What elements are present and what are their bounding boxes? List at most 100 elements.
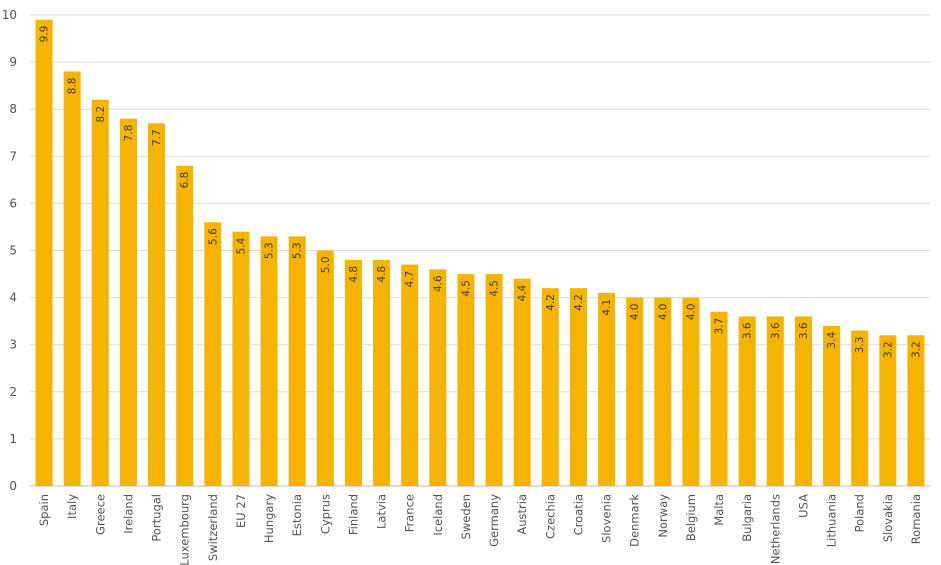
bar-value-label: 4.8: [348, 266, 360, 283]
bar-value-label: 4.8: [376, 266, 388, 283]
x-tick-label: Cyprus: [318, 494, 332, 534]
x-tick-label: Slovenia: [600, 494, 614, 543]
bar-poland: [851, 330, 869, 486]
x-tick-label: Poland: [853, 494, 867, 532]
bar-value-label: 4.2: [573, 294, 585, 311]
y-tick-label: 7: [9, 149, 17, 163]
x-tick-label: Iceland: [431, 494, 445, 536]
x-tick-label: Romania: [909, 494, 923, 544]
bar-value-label: 3.4: [826, 332, 838, 349]
bar-value-label: 4.4: [517, 284, 529, 301]
bar-value-label: 4.5: [460, 280, 472, 297]
bar-iceland: [429, 269, 447, 486]
x-tick-label: Croatia: [571, 494, 585, 535]
x-tick-label: Spain: [37, 494, 51, 526]
bar-romania: [907, 335, 925, 486]
x-tick-label: Italy: [65, 494, 79, 519]
x-tick-label: Denmark: [628, 494, 642, 547]
bar-malta: [710, 311, 728, 486]
x-tick-label: Austria: [515, 494, 529, 535]
y-tick-label: 9: [9, 55, 17, 69]
x-tick-label: Sweden: [459, 494, 473, 539]
bar-value-label: 4.5: [489, 280, 501, 297]
bar-cyprus: [316, 250, 334, 486]
x-axis-ticks: Spain Italy Greece Ireland Portugal Luxembour…: [37, 494, 923, 565]
bar-value-label: 3.6: [798, 322, 810, 339]
bar-value-label: 3.2: [910, 341, 922, 358]
y-tick-label: 0: [9, 479, 17, 493]
bar-value-label: 8.8: [67, 78, 79, 95]
x-tick-label: Lithuania: [825, 494, 839, 547]
y-tick-label: 4: [9, 291, 17, 305]
bar-slovenia: [598, 292, 616, 486]
bar-value-labels: 9.9 8.8 8.2 7.8 7.7 6.8 5.6 5.4 5.3 5.3 5.0 4.8 4.8 4…: [39, 26, 923, 358]
bar-denmark: [626, 297, 644, 486]
bar-eu-27: [232, 231, 250, 486]
bar-greece: [91, 99, 109, 486]
x-tick-label: Netherlands: [768, 494, 782, 564]
x-tick-label: Finland: [346, 494, 360, 535]
bar-value-label: 4.7: [404, 271, 416, 288]
x-tick-label: Czechia: [543, 494, 557, 539]
bar-value-label: 3.2: [882, 341, 894, 358]
x-tick-label: Germany: [487, 494, 501, 547]
bar-value-label: 5.6: [207, 228, 219, 245]
bar-lithuania: [823, 325, 841, 486]
y-tick-label: 8: [9, 102, 17, 116]
x-tick-label: France: [403, 494, 417, 532]
bar-czechia: [541, 288, 559, 486]
bar-value-label: 5.4: [235, 237, 247, 254]
x-tick-label: Malta: [712, 494, 726, 526]
bar-france: [401, 264, 419, 486]
bar-value-label: 7.8: [123, 125, 135, 142]
bar-austria: [513, 278, 531, 486]
x-tick-label: Estonia: [290, 494, 304, 536]
bar-bulgaria: [738, 316, 756, 486]
bar-italy: [63, 71, 81, 487]
bar-belgium: [682, 297, 700, 486]
bar-value-label: 4.0: [685, 304, 697, 321]
x-tick-label: Switzerland: [206, 494, 220, 561]
bar-value-label: 5.0: [320, 257, 332, 274]
bar-value-label: 4.1: [601, 299, 613, 316]
bar-luxembourg: [176, 165, 194, 486]
x-tick-label: Greece: [93, 494, 107, 535]
x-tick-label: Slovakia: [881, 494, 895, 542]
x-tick-label: Latvia: [375, 494, 389, 529]
bar-value-label: 3.6: [770, 322, 782, 339]
bar-croatia: [569, 288, 587, 486]
bar-sweden: [457, 274, 475, 486]
bar-value-label: 5.3: [292, 242, 304, 259]
bar-value-label: 6.8: [179, 172, 191, 189]
x-tick-label: EU 27: [234, 494, 248, 528]
bar-value-label: 7.7: [151, 129, 163, 146]
x-tick-label: Ireland: [121, 494, 135, 534]
bar-portugal: [148, 123, 166, 486]
bar-spain: [35, 19, 53, 487]
bar-value-label: 5.3: [264, 242, 276, 259]
y-tick-label: 6: [9, 196, 17, 210]
bar-ireland: [119, 118, 137, 487]
bar-slovakia: [879, 335, 897, 486]
bar-value-label: 9.9: [39, 26, 51, 43]
bar-finland: [344, 259, 362, 486]
bar-value-label: 3.6: [742, 322, 754, 339]
y-tick-label: 10: [2, 8, 17, 22]
bar-value-label: 3.7: [714, 318, 726, 335]
bars: [35, 19, 925, 487]
x-tick-label: Portugal: [150, 494, 164, 542]
bar-estonia: [288, 236, 306, 486]
bar-value-label: 3.3: [854, 337, 866, 354]
bar-latvia: [373, 259, 391, 486]
x-tick-label: USA: [796, 494, 810, 518]
bar-norway: [654, 297, 672, 486]
y-tick-label: 1: [9, 432, 17, 446]
bar-hungary: [260, 236, 278, 486]
x-tick-label: Luxembourg: [178, 494, 192, 565]
bar-value-label: 4.0: [629, 304, 641, 321]
bar-value-label: 8.2: [95, 106, 107, 123]
x-tick-label: Norway: [656, 494, 670, 538]
bar-value-label: 4.2: [545, 294, 557, 311]
